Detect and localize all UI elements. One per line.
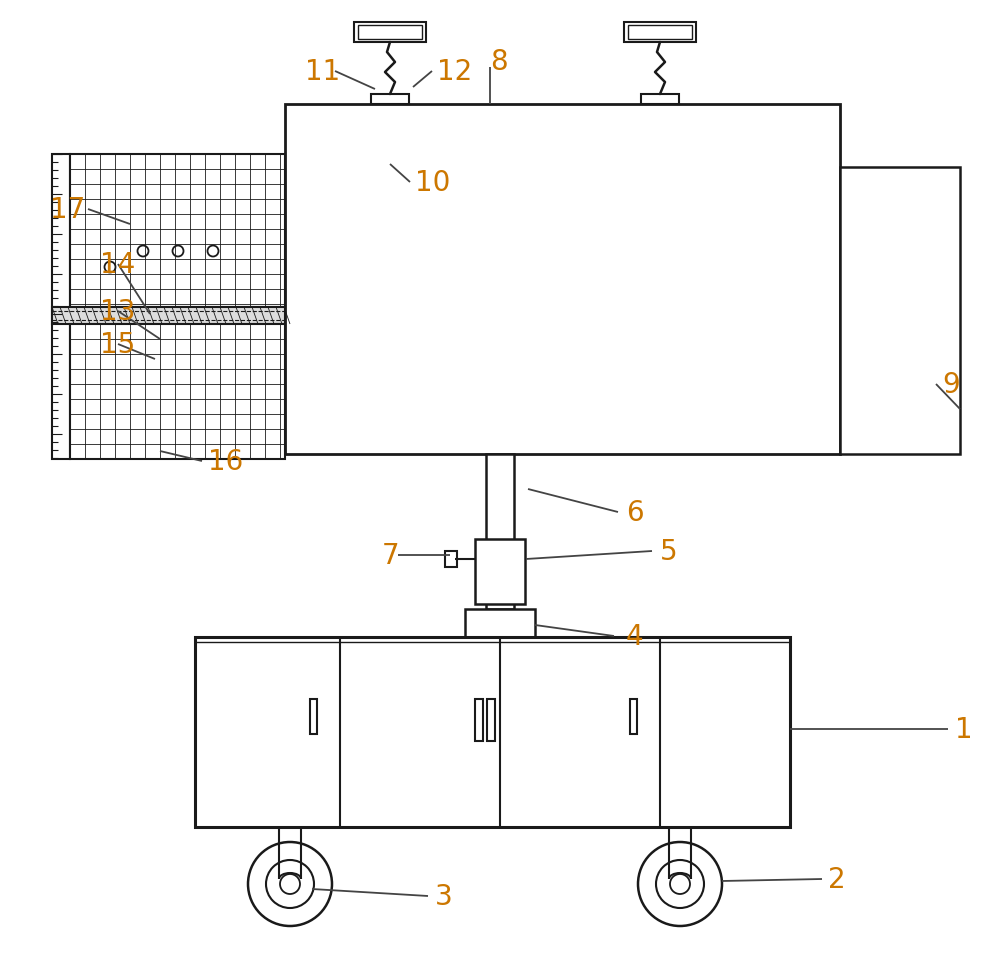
Text: 6: 6 <box>626 498 644 526</box>
Bar <box>445 552 457 567</box>
Circle shape <box>638 842 722 926</box>
Bar <box>475 700 483 741</box>
Bar <box>624 23 696 43</box>
Bar <box>465 609 535 638</box>
Bar <box>52 308 285 325</box>
Text: 3: 3 <box>435 882 453 910</box>
Circle shape <box>105 262 116 274</box>
Circle shape <box>173 246 184 257</box>
Bar <box>840 168 960 455</box>
Bar <box>486 455 514 609</box>
Bar <box>52 154 70 459</box>
Bar <box>310 700 317 734</box>
Bar <box>70 154 285 308</box>
Bar <box>487 700 495 741</box>
Text: 1: 1 <box>955 716 973 743</box>
Bar <box>371 95 409 105</box>
Bar <box>358 26 422 40</box>
Text: 14: 14 <box>100 251 135 278</box>
Circle shape <box>208 246 219 257</box>
Bar <box>475 539 525 604</box>
Text: 17: 17 <box>50 195 85 224</box>
Text: 12: 12 <box>437 58 472 86</box>
Bar <box>195 638 790 827</box>
Bar <box>354 23 426 43</box>
Text: 7: 7 <box>382 541 400 569</box>
Bar <box>70 325 285 459</box>
Circle shape <box>138 246 149 257</box>
Text: 5: 5 <box>660 537 678 565</box>
Text: 9: 9 <box>942 371 960 398</box>
Text: 8: 8 <box>490 48 508 76</box>
Text: 13: 13 <box>100 297 135 326</box>
Text: 15: 15 <box>100 331 135 358</box>
Circle shape <box>670 874 690 894</box>
Bar <box>630 700 637 734</box>
Bar <box>628 26 692 40</box>
Circle shape <box>266 861 314 908</box>
Text: 16: 16 <box>208 448 243 476</box>
Text: 11: 11 <box>305 58 340 86</box>
Bar <box>641 95 679 105</box>
Text: 10: 10 <box>415 169 450 196</box>
Circle shape <box>248 842 332 926</box>
Text: 4: 4 <box>626 622 644 650</box>
Text: 2: 2 <box>828 865 846 893</box>
Circle shape <box>656 861 704 908</box>
Circle shape <box>280 874 300 894</box>
Bar <box>285 105 840 455</box>
